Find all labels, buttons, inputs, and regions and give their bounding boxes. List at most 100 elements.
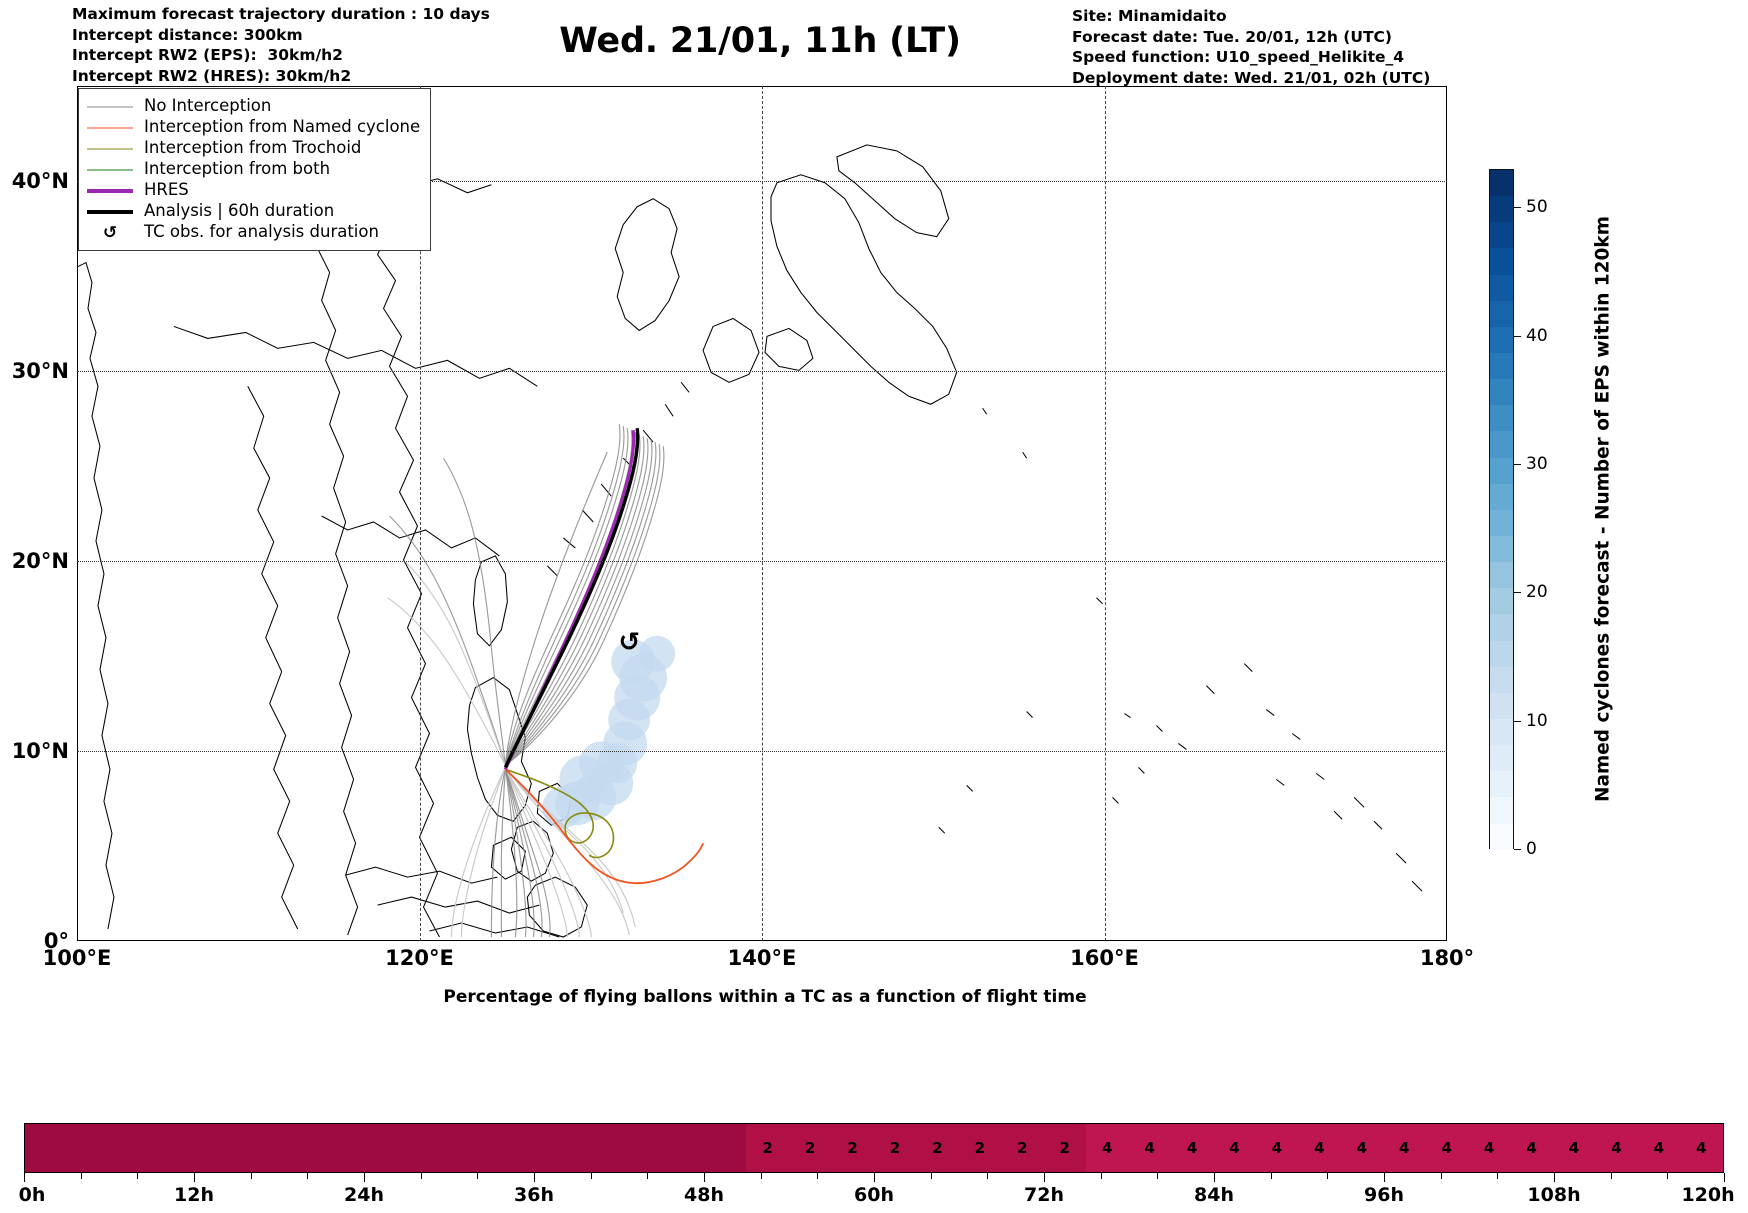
- map-canvas: ↺: [78, 144, 1423, 938]
- legend-item-label: Interception from Named cyclone: [144, 117, 421, 137]
- lon-tick-160: 160°E: [1070, 946, 1139, 970]
- colorbar-step: [1490, 823, 1513, 850]
- pctbar-cell-93h: 4: [1340, 1124, 1383, 1172]
- pctbar-cell-84h: 4: [1213, 1124, 1256, 1172]
- pctbar-title: Percentage of flying ballons within a TC…: [443, 987, 1087, 1007]
- pctbar-cell-42h: [619, 1124, 662, 1172]
- colorbar-step: [1490, 535, 1513, 563]
- colorbar-tick-label-40: 40: [1526, 325, 1548, 346]
- colorbar-step: [1490, 431, 1513, 458]
- colorbar-tick-label-0: 0: [1526, 839, 1537, 859]
- colorbar: 0 10 20 30 40 50: [1489, 169, 1548, 859]
- gridline-lon-160: [1104, 86, 1106, 941]
- pctbar-tick-36h: [534, 1173, 535, 1182]
- colorbar-tick-20: [1514, 592, 1521, 594]
- pctbar-minor-tick: [250, 1173, 252, 1179]
- pctbar-cell-63h: 2: [916, 1124, 959, 1172]
- pctbar-minor-tick: [1610, 1173, 1612, 1179]
- colorbar-title: Named cyclones forecast - Number of EPS …: [1592, 215, 1614, 803]
- gridline-lon-120: [419, 86, 421, 941]
- pctbar-tick-120h: [1724, 1173, 1725, 1182]
- tc-observation-marker: ↺: [618, 628, 640, 658]
- pctbar-cell-30h: [449, 1124, 492, 1172]
- pctbar-cell-12h: [194, 1124, 238, 1172]
- pctbar-cell-75h: 4: [1085, 1124, 1129, 1172]
- colorbar-step: [1490, 300, 1513, 327]
- pctbar-xlabel-24h: 24h: [344, 1184, 384, 1206]
- legend-item-0: No Interception: [87, 96, 420, 117]
- pctbar-cell-96h: 4: [1383, 1124, 1426, 1172]
- cyclone-icon: ↺: [102, 222, 118, 243]
- pctbar-cell-18h: [279, 1124, 323, 1172]
- pctbar-cell-90h: 4: [1298, 1124, 1341, 1172]
- legend-line-swatch: [87, 163, 133, 177]
- site-meta-line-3: Deployment date: Wed. 21/01, 02h (UTC): [1072, 68, 1431, 87]
- pctbar-xlabel-12h: 12h: [174, 1184, 214, 1206]
- lon-tick-180: 180°: [1419, 946, 1475, 970]
- legend-item-label: No Interception: [144, 96, 272, 116]
- pctbar-minor-tick: [1667, 1173, 1669, 1179]
- pctbar-xlabel-0h: 0h: [18, 1184, 46, 1206]
- lat-tick-20: 20°N: [11, 549, 69, 573]
- legend-item-6: ↺ TC obs. for analysis duration: [87, 222, 420, 243]
- forecast-parameters-block: Maximum forecast trajectory duration : 1…: [72, 4, 490, 86]
- colorbar-step: [1490, 196, 1513, 223]
- pctbar-cell-51h: 2: [746, 1124, 789, 1172]
- colorbar-step: [1490, 170, 1513, 197]
- pctbar-cell-15h: [237, 1124, 280, 1172]
- site-meta-line-1: Forecast date: Tue. 20/01, 12h (UTC): [1072, 27, 1393, 46]
- pctbar-tick-12h: [194, 1173, 195, 1182]
- colorbar-tick-label-50: 50: [1526, 197, 1548, 218]
- pctbar-xlabel-36h: 36h: [514, 1184, 554, 1206]
- lat-tick-10: 10°N: [11, 739, 69, 763]
- pctbar-minor-tick: [1270, 1173, 1272, 1179]
- colorbar-step: [1490, 562, 1513, 589]
- pctbar-cell-99h: 4: [1425, 1124, 1468, 1172]
- pctbar-minor-tick: [80, 1173, 82, 1179]
- colorbar-step: [1490, 718, 1513, 746]
- pctbar-tick-60h: [874, 1173, 875, 1182]
- legend-line-swatch: [87, 184, 133, 198]
- colorbar-step: [1490, 640, 1513, 667]
- lat-tick-30: 30°N: [11, 359, 69, 383]
- analysis-trajectory: [503, 427, 640, 769]
- pctbar-tick-72h: [1044, 1173, 1045, 1182]
- page-title: Wed. 21/01, 11h (LT): [559, 21, 961, 61]
- site-meta-line-0: Site: Minamidaito: [1072, 7, 1227, 25]
- legend-item-label: HRES: [144, 180, 189, 200]
- pctbar-cell-57h: 2: [831, 1124, 874, 1172]
- colorbar-step: [1490, 326, 1513, 353]
- lon-tick-100: 100°E: [42, 946, 112, 970]
- pctbar-minor-tick: [420, 1173, 422, 1179]
- pctbar-cell-87h: 4: [1255, 1124, 1299, 1172]
- colorbar-tick-40: [1514, 335, 1521, 337]
- eps-trajectory-trochoid: [505, 768, 615, 859]
- legend-item-label: TC obs. for analysis duration: [144, 222, 379, 242]
- site-meta-line-2: Speed function: U10_speed_Helikite_4: [1072, 48, 1405, 67]
- pctbar-cell-78h: 4: [1128, 1124, 1171, 1172]
- colorbar-tick-50: [1514, 207, 1521, 209]
- pctbar-cell-111h: 4: [1595, 1124, 1638, 1172]
- pctbar-cell-72h: 2: [1043, 1124, 1086, 1172]
- colorbar-step: [1490, 797, 1513, 824]
- eps-trajectories-no-interception: [387, 424, 665, 938]
- forecast-param-line-1: Intercept distance: 300km: [72, 25, 303, 44]
- pctbar-cell-117h: 4: [1680, 1124, 1723, 1172]
- pctbar-minor-tick: [307, 1173, 309, 1179]
- lat-tick-40: 40°N: [11, 169, 69, 193]
- pctbar-xlabel-72h: 72h: [1024, 1184, 1064, 1206]
- pctbar-tick-0h: [24, 1173, 25, 1182]
- pctbar-xlabel-96h: 96h: [1364, 1184, 1404, 1206]
- pctbar-cell-108h: 4: [1552, 1124, 1596, 1172]
- pctbar-cell-6h: [109, 1124, 153, 1172]
- pctbar-cell-45h: [661, 1124, 704, 1172]
- pctbar-xlabel-84h: 84h: [1194, 1184, 1234, 1206]
- forecast-param-line-0: Maximum forecast trajectory duration : 1…: [72, 5, 490, 23]
- forecast-param-line-2: Intercept RW2 (EPS): 30km/h2: [72, 46, 343, 65]
- pctbar-cell-39h: [576, 1124, 620, 1172]
- pctbar-minor-tick: [817, 1173, 819, 1179]
- legend-item-5: Analysis | 60h duration: [87, 201, 420, 222]
- legend-item-label: Interception from Trochoid: [144, 138, 362, 158]
